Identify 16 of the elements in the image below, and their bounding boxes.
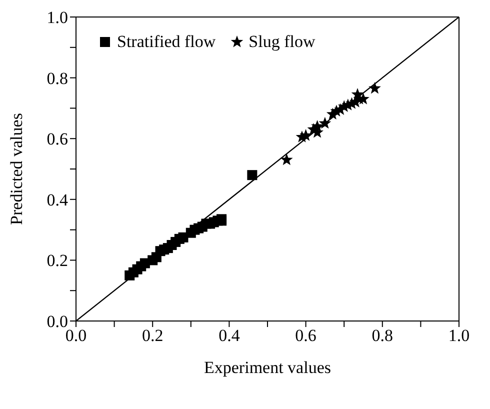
- x-tick-label: 0.8: [372, 326, 394, 346]
- legend-label: Stratified flow: [117, 32, 216, 52]
- x-tick-label: 1.0: [448, 326, 470, 346]
- y-tick-label: 0.4: [46, 190, 68, 210]
- x-tick-label: 0.2: [142, 326, 164, 346]
- y-tick-label: 0.6: [46, 130, 68, 149]
- y-tick-label: 0.2: [46, 251, 68, 270]
- x-tick-label: 0.6: [295, 326, 316, 346]
- x-tick-label: 0.4: [218, 326, 240, 346]
- x-tick-label: 0.0: [65, 326, 87, 346]
- y-tick-label: 1.0: [46, 8, 68, 28]
- legend-label: Slug flow: [248, 32, 316, 52]
- y-tick-label: 0.0: [46, 312, 68, 332]
- x-axis-title: Experiment values: [204, 358, 331, 377]
- y-axis-title: Predicted values: [7, 113, 26, 225]
- y-tick-label: 0.8: [46, 68, 68, 88]
